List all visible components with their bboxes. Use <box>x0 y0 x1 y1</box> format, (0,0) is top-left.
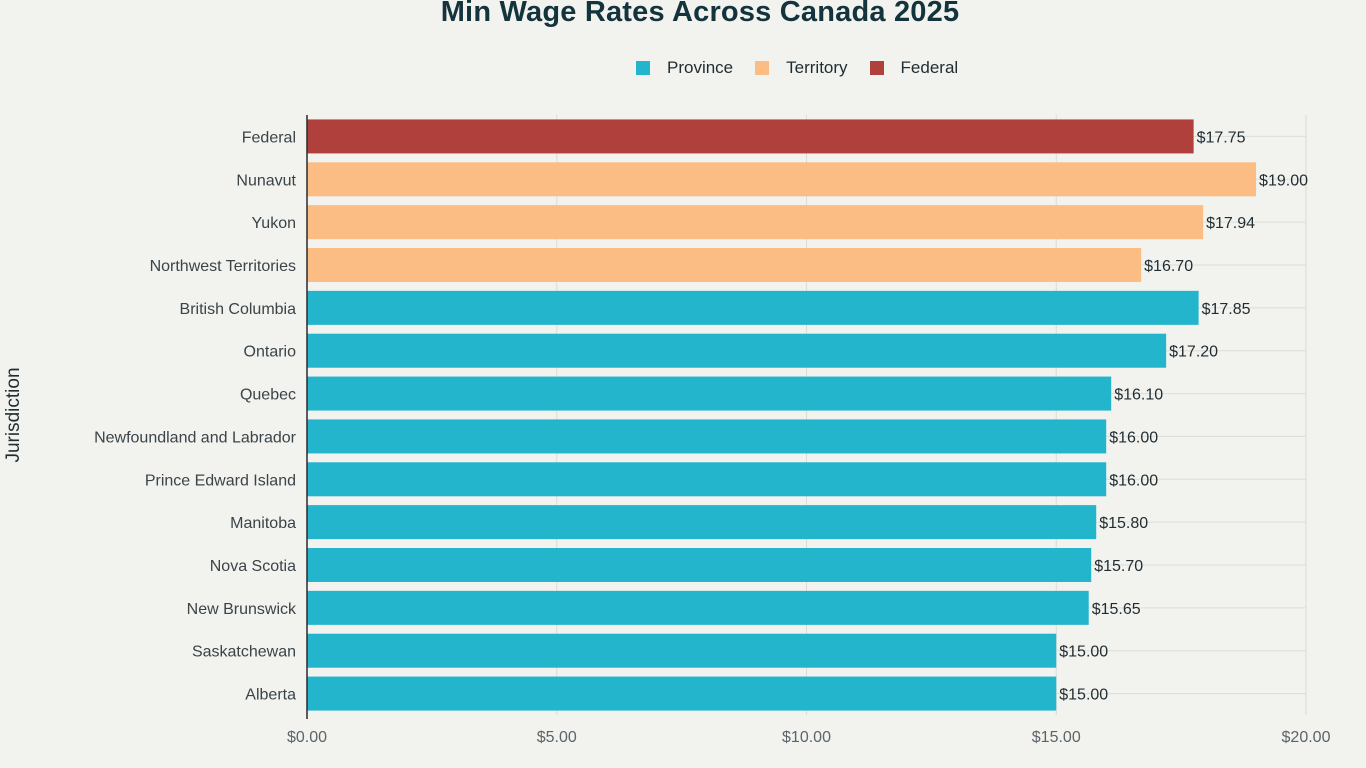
bar <box>307 119 1194 154</box>
bar <box>307 548 1092 582</box>
category-label: New Brunswick <box>187 601 297 618</box>
bar <box>307 462 1107 497</box>
bar <box>307 676 1057 711</box>
category-label: Yukon <box>252 215 296 232</box>
data-label: $16.00 <box>1109 429 1158 446</box>
x-tick-label: $5.00 <box>537 729 577 746</box>
data-label: $16.70 <box>1144 258 1193 275</box>
data-label: $17.85 <box>1202 301 1251 318</box>
data-label: $15.00 <box>1059 687 1108 704</box>
category-label: Manitoba <box>230 515 296 532</box>
data-label: $19.00 <box>1259 172 1308 189</box>
category-label: Alberta <box>245 687 296 704</box>
bar <box>307 590 1089 625</box>
x-tick-label: $10.00 <box>782 729 831 746</box>
data-label: $16.00 <box>1109 472 1158 489</box>
legend: Province Territory Federal <box>636 58 980 78</box>
category-label: Northwest Territories <box>150 258 296 275</box>
legend-item-federal: Federal <box>869 58 959 78</box>
x-tick-label: $0.00 <box>287 729 327 746</box>
x-tick-label: $15.00 <box>1032 729 1081 746</box>
category-label: Nunavut <box>236 172 296 189</box>
legend-label-province: Province <box>667 58 734 77</box>
legend-swatch-federal <box>869 61 884 75</box>
data-label: $15.65 <box>1092 601 1141 618</box>
x-tick-label: $20.00 <box>1282 729 1331 746</box>
bar <box>307 505 1097 540</box>
data-label: $15.80 <box>1099 515 1148 532</box>
category-label: Ontario <box>244 344 297 361</box>
data-label: $17.20 <box>1169 344 1218 361</box>
category-label: Quebec <box>240 387 296 404</box>
bar <box>307 248 1142 282</box>
category-label: Saskatchewan <box>192 644 296 661</box>
data-label: $15.00 <box>1059 644 1108 661</box>
bar <box>307 162 1257 197</box>
data-label: $17.75 <box>1197 129 1246 146</box>
legend-label-federal: Federal <box>900 58 959 77</box>
legend-swatch-territory <box>755 61 770 75</box>
category-label: Federal <box>242 129 296 146</box>
bar <box>307 290 1199 325</box>
bar <box>307 633 1057 668</box>
bar <box>307 333 1167 368</box>
data-label: $15.70 <box>1094 558 1143 575</box>
data-label: $17.94 <box>1206 215 1255 232</box>
legend-label-territory: Territory <box>786 58 848 77</box>
legend-item-territory: Territory <box>755 58 848 78</box>
category-label: Prince Edward Island <box>145 472 296 489</box>
bar <box>307 376 1112 411</box>
chart-title: Min Wage Rates Across Canada 2025 <box>440 0 960 28</box>
legend-swatch-province <box>636 61 650 75</box>
category-label: Nova Scotia <box>210 558 296 575</box>
category-label: British Columbia <box>180 301 297 318</box>
data-label: $16.10 <box>1114 387 1163 404</box>
legend-item-province: Province <box>636 58 733 78</box>
bar <box>307 419 1107 454</box>
bar <box>307 205 1204 240</box>
category-label: Newfoundland and Labrador <box>94 429 297 446</box>
